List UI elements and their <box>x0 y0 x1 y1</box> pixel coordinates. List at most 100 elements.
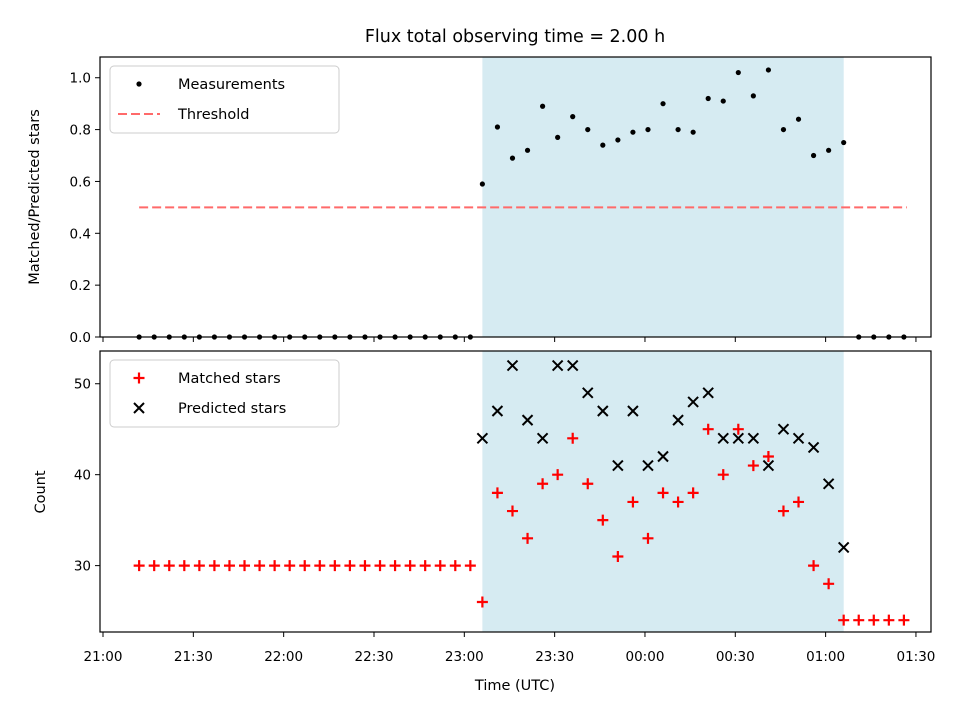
x-tick-label: 22:00 <box>264 649 303 665</box>
legend-matched-marker <box>133 372 145 384</box>
matched-star-point <box>702 423 714 435</box>
predicted-star-point <box>551 359 564 372</box>
measurement-point <box>720 98 726 104</box>
top-y-tick-label: 0.6 <box>70 174 91 190</box>
matched-star-point <box>777 505 789 517</box>
matched-star-point <box>464 560 476 572</box>
top-observing-span <box>482 57 844 337</box>
top-legend-box <box>109 65 340 134</box>
matched-star-point <box>732 423 744 435</box>
bottom-y-tick-label: 40 <box>74 468 91 484</box>
x-tick-label: 01:30 <box>896 649 935 665</box>
matched-star-point <box>239 560 251 572</box>
x-tick-label: 00:00 <box>626 649 665 665</box>
bottom-legend: Matched stars Predicted stars <box>109 359 340 428</box>
measurement-point <box>585 126 591 133</box>
predicted-star-point <box>717 432 729 445</box>
measurement-point <box>795 116 802 122</box>
predicted-star-point <box>762 459 775 472</box>
legend-predicted-marker <box>133 402 145 414</box>
measurement-point <box>615 137 621 143</box>
measurement-point <box>539 103 546 109</box>
matched-star-point <box>522 532 534 544</box>
x-tick-label: 23:30 <box>535 649 574 665</box>
x-tick-label: 21:00 <box>84 649 123 665</box>
predicted-star-point <box>837 541 850 554</box>
matched-star-point <box>612 551 624 563</box>
predicted-star-point <box>807 441 820 454</box>
matched-star-point <box>898 614 910 626</box>
chart-title: Flux total observing time = 2.00 h <box>365 27 665 47</box>
matched-star-point <box>491 487 503 499</box>
top-y-tick-label: 0.2 <box>70 278 91 294</box>
predicted-star-point <box>687 396 699 408</box>
measurement-point <box>735 69 741 76</box>
matched-star-point <box>404 560 416 572</box>
matched-star-point <box>344 560 356 572</box>
measurement-point <box>826 147 832 153</box>
matched-star-point <box>434 560 446 572</box>
bottom-legend-label: Matched stars <box>178 371 281 387</box>
predicted-star-point <box>612 459 624 472</box>
predicted-star-point <box>732 432 745 445</box>
matched-star-point <box>359 560 371 572</box>
matched-star-point <box>254 560 266 572</box>
bottom-legend-box <box>109 359 340 428</box>
matched-star-point <box>552 469 564 481</box>
predicted-star-point <box>747 432 760 445</box>
top-axes-frame <box>99 56 932 338</box>
matched-star-point <box>133 560 145 572</box>
top-y-tick-label: 1.0 <box>70 71 91 87</box>
matched-star-point <box>208 560 220 572</box>
measurement-point <box>479 181 485 187</box>
predicted-star-point <box>582 387 594 399</box>
matched-star-point <box>642 532 654 544</box>
matched-star-point <box>582 478 594 490</box>
measurement-point <box>570 114 576 120</box>
matched-star-point <box>657 487 669 499</box>
legend-measurement-marker <box>136 81 142 87</box>
predicted-star-point <box>476 432 489 445</box>
matched-star-point <box>747 460 759 472</box>
top-legend-label: Threshold <box>177 107 249 123</box>
matched-star-point <box>687 487 699 499</box>
matched-star-point <box>793 496 805 508</box>
matched-star-point <box>419 560 431 572</box>
predicted-star-point <box>657 450 669 463</box>
x-tick-label: 00:30 <box>716 649 755 665</box>
predicted-star-point <box>627 405 639 417</box>
matched-star-point <box>853 614 865 626</box>
measurement-point <box>494 124 501 130</box>
measurement-point <box>660 101 666 107</box>
matched-star-point <box>374 560 386 572</box>
predicted-star-point <box>597 405 609 417</box>
predicted-star-point <box>642 459 654 472</box>
top-legend: Measurements Threshold <box>109 65 340 134</box>
x-tick-label: 22:30 <box>355 649 394 665</box>
bottom-y-tick-label: 30 <box>74 559 91 575</box>
matched-star-point <box>868 614 880 626</box>
measurement-point <box>841 139 847 146</box>
matched-star-point <box>284 560 296 572</box>
matched-star-point <box>449 560 461 572</box>
measurement-point <box>645 126 651 133</box>
predicted-star-point <box>792 432 805 445</box>
top-y-axis-label: Matched/Predicted stars <box>27 109 43 285</box>
measurement-point <box>690 129 696 135</box>
matched-star-point <box>808 560 820 572</box>
measurement-point <box>780 126 787 133</box>
matched-star-point <box>506 505 518 517</box>
bottom-y-tick-label: 50 <box>74 377 91 393</box>
bottom-y-axis-label: Count <box>33 470 49 513</box>
matched-star-point <box>389 560 401 572</box>
matched-star-point <box>193 560 205 572</box>
x-tick-label: 01:00 <box>806 649 845 665</box>
predicted-star-point <box>491 405 504 417</box>
measurement-point <box>750 93 756 99</box>
predicted-star-point <box>566 359 579 372</box>
matched-star-point <box>163 560 175 572</box>
predicted-star-point <box>777 423 790 435</box>
predicted-star-point <box>822 478 835 490</box>
matched-star-point <box>567 432 579 444</box>
